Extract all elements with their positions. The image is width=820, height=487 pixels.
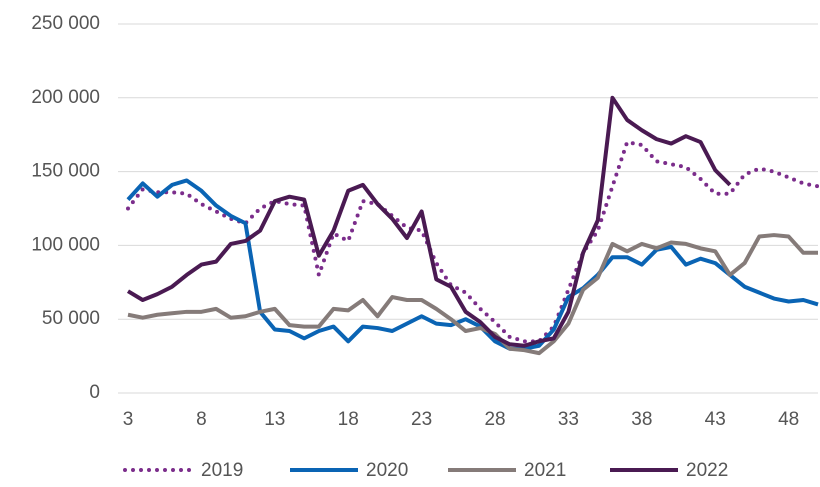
x-tick-label: 3 xyxy=(123,409,134,430)
legend-label: 2020 xyxy=(366,460,408,481)
x-tick-label: 13 xyxy=(264,409,285,430)
y-tick-label: 50 000 xyxy=(42,308,100,329)
x-tick-label: 43 xyxy=(705,409,726,430)
x-tick-label: 38 xyxy=(631,409,652,430)
legend-label: 2021 xyxy=(524,460,566,481)
x-tick-label: 33 xyxy=(558,409,579,430)
legend-label: 2019 xyxy=(201,460,243,481)
y-tick-label: 0 xyxy=(89,382,100,403)
series-line xyxy=(126,178,819,351)
y-tick-label: 200 000 xyxy=(31,87,100,108)
x-tick-label: 8 xyxy=(196,409,207,430)
x-tick-label: 28 xyxy=(484,409,505,430)
y-tick-label: 250 000 xyxy=(31,13,100,34)
legend-label: 2022 xyxy=(686,460,728,481)
x-tick-label: 48 xyxy=(778,409,799,430)
y-tick-label: 150 000 xyxy=(31,161,100,182)
x-tick-label: 18 xyxy=(338,409,359,430)
series-line xyxy=(126,95,732,348)
series-line xyxy=(127,233,818,356)
x-tick-label: 23 xyxy=(411,409,432,430)
y-tick-label: 100 000 xyxy=(31,234,100,255)
